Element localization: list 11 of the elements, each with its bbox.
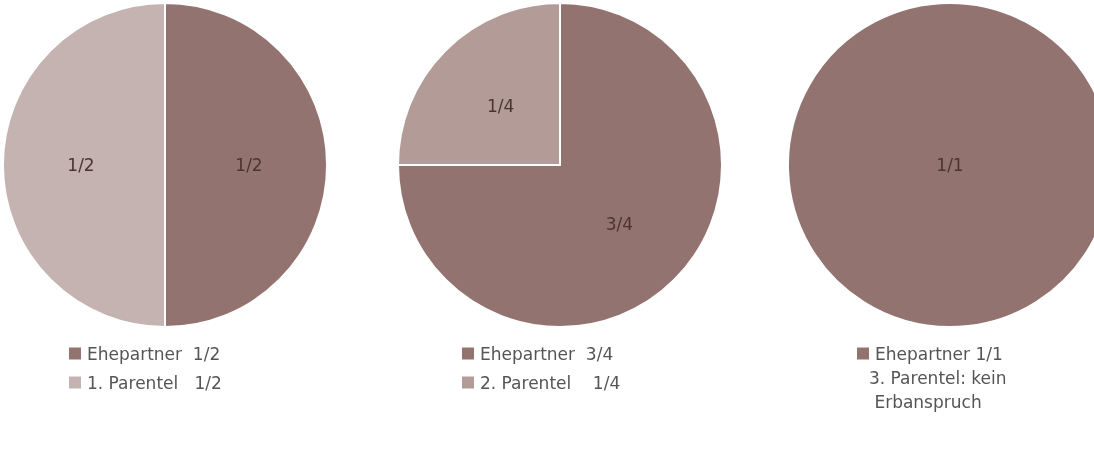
data-label: 1/4 bbox=[486, 95, 515, 116]
legend-label: Ehepartner 1/2 bbox=[87, 343, 221, 364]
text: 3. Parentel: kein Erbanspruch bbox=[869, 368, 1007, 412]
data-label: 1/2 bbox=[67, 155, 95, 175]
data-label: 1/2 bbox=[235, 155, 263, 175]
data-label: 1/1 bbox=[936, 155, 964, 175]
legend-label: 1. Parentel 1/2 bbox=[87, 372, 222, 393]
legend-label: 2. Parentel 1/4 bbox=[480, 372, 621, 393]
data-label: 3/4 bbox=[605, 214, 634, 235]
legend-label: Ehepartner 3/4 bbox=[480, 343, 614, 364]
legend-label: Ehepartner 1/1 bbox=[875, 343, 1003, 364]
